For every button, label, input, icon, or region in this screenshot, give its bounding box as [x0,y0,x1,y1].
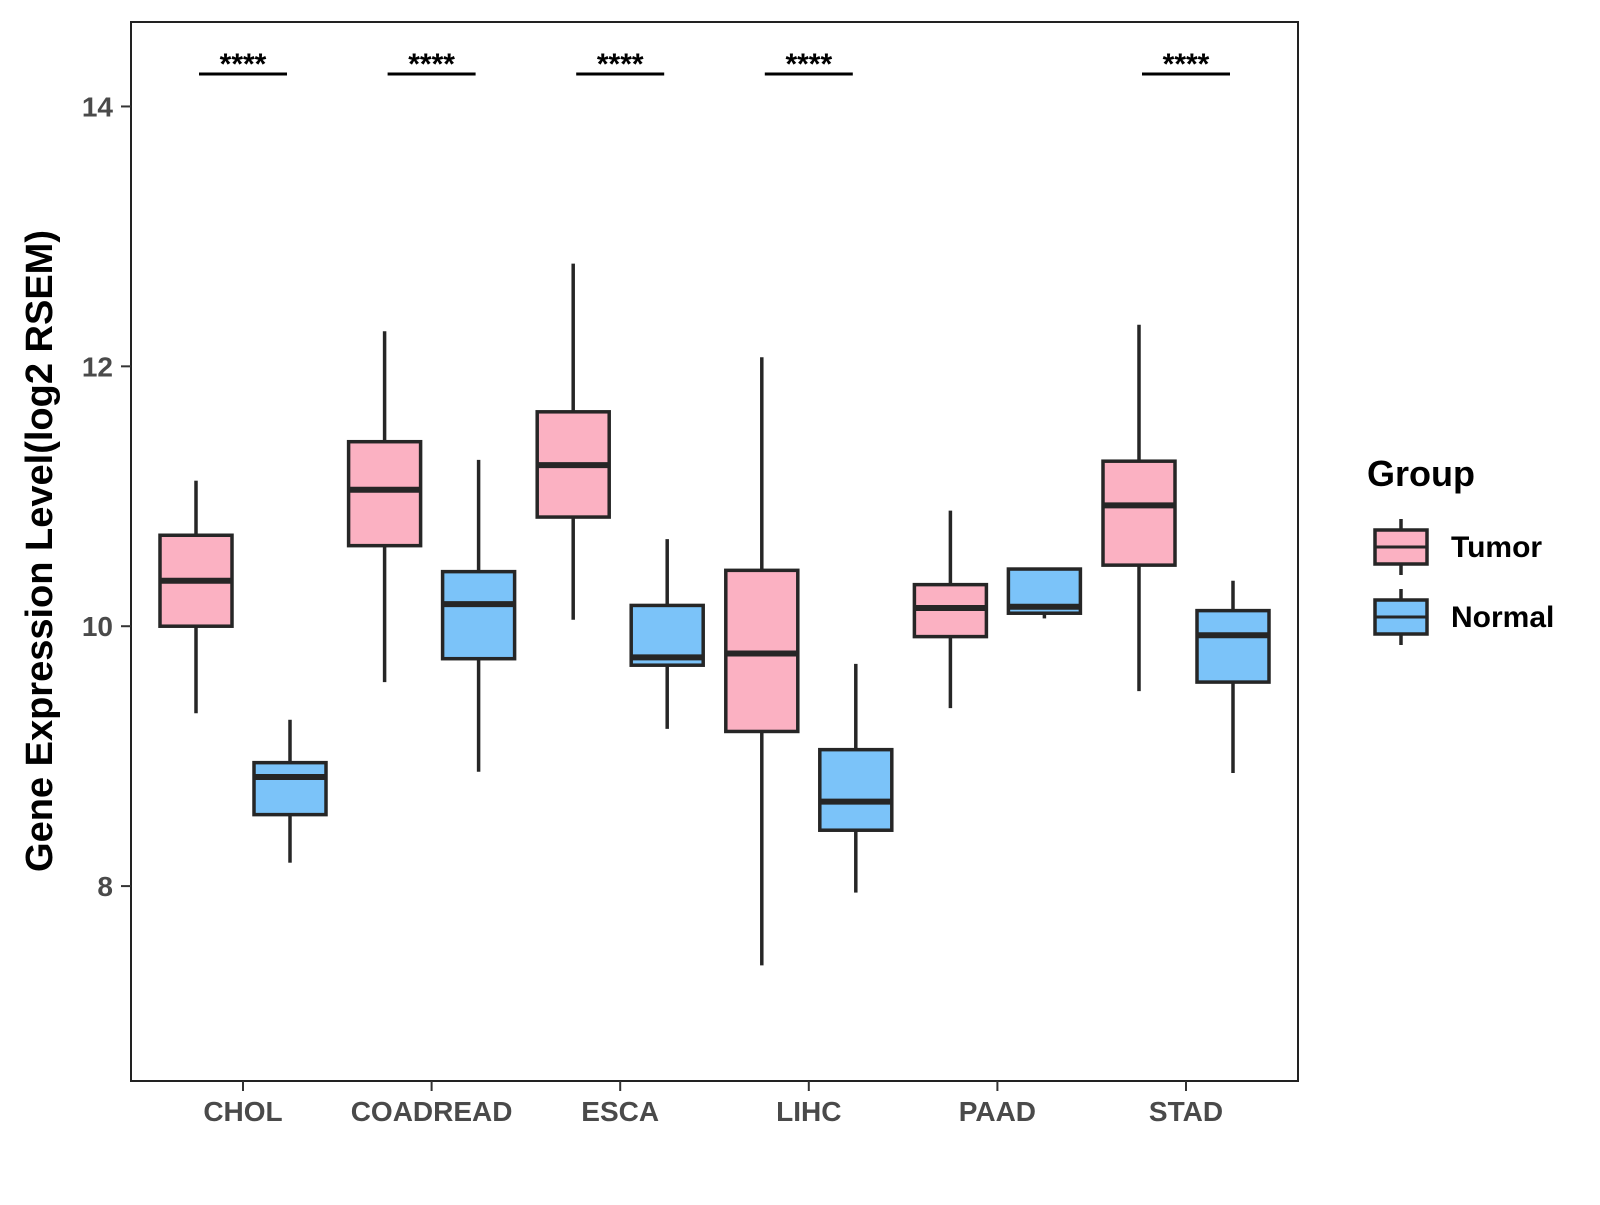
box-iqr [818,747,894,832]
significance-label: **** [785,48,832,81]
significance-label: **** [1163,48,1210,81]
box-iqr [346,439,423,548]
y-tick-label: 14 [82,91,114,122]
box-normal-lihc [818,663,894,893]
box-tumor-stad [1101,324,1177,692]
legend: Group Tumor Normal [1367,453,1554,645]
y-axis-title: Gene Expression Level(log2 RSEM) [19,230,61,872]
box-normal-stad [1195,580,1271,774]
box-tumor-coadread [346,331,423,683]
box-tumor-paad [912,510,989,709]
box-normal-paad [1006,567,1083,619]
y-tick-label: 8 [97,871,113,902]
x-tick-label: COADREAD [351,1096,513,1127]
x-tick-label: LIHC [776,1096,841,1127]
box-iqr [1101,459,1177,567]
significance-label: **** [220,48,267,81]
box-iqr [440,569,517,661]
x-axis: CHOL COADREAD ESCA LIHC PAAD STAD [203,1081,1223,1127]
x-tick-label: ESCA [581,1096,659,1127]
significance-label: **** [597,48,644,81]
box-normal-esca [629,539,705,729]
x-tick-label: CHOL [203,1096,282,1127]
box-iqr [1195,608,1271,684]
y-tick-label: 10 [82,611,113,642]
y-axis: 8 10 12 14 [82,91,131,902]
boxes-layer [158,263,1271,966]
x-tick-label: PAAD [959,1096,1036,1127]
box-tumor-esca [535,263,611,620]
box-normal-coadread [440,459,517,772]
box-normal-chol [252,719,328,863]
box-tumor-chol [158,480,234,714]
y-tick-label: 12 [82,351,113,382]
significance-label: **** [408,48,455,81]
legend-label-tumor: Tumor [1451,531,1542,564]
x-tick-label: STAD [1149,1096,1223,1127]
box-iqr [252,760,328,817]
legend-title: Group [1367,453,1475,494]
legend-label-normal: Normal [1451,601,1554,634]
significance-layer: **** **** **** **** **** [199,48,1230,81]
box-tumor-lihc [724,357,800,966]
